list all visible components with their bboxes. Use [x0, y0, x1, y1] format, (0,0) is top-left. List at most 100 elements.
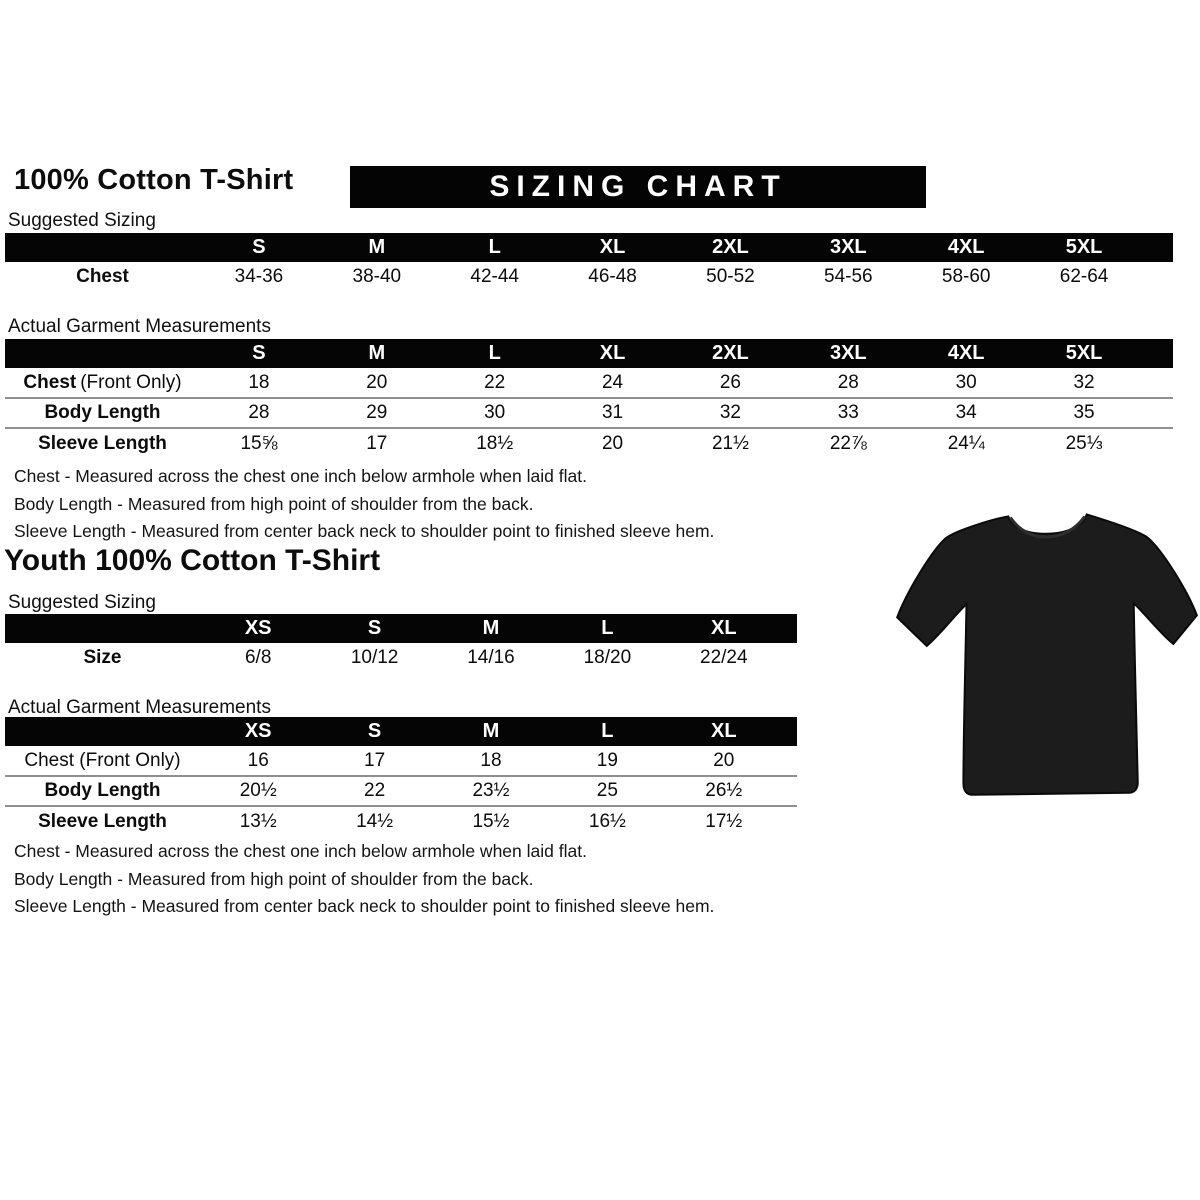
- cell: 20: [553, 427, 672, 458]
- cell: 42-44: [470, 266, 519, 287]
- row-label: Chest (Front Only): [23, 371, 182, 393]
- cell: 26½: [665, 775, 782, 806]
- col-header: 2XL: [712, 342, 749, 364]
- adult-measurement-notes: Chest - Measured across the chest one in…: [14, 466, 714, 549]
- col-header: M: [482, 617, 500, 639]
- adult-actual-measurements-table: S M L XL 2XL 3XL 4XL 5XL Chest (Front Onl…: [5, 339, 1173, 458]
- cell: 23½: [432, 775, 550, 806]
- tshirt-image: [896, 513, 1199, 796]
- cell: 6/8: [244, 647, 272, 668]
- youth-actual-measurements-table: XS S M L XL Chest (Front Only) 16 17 18 …: [5, 717, 797, 836]
- cell: 50-52: [706, 266, 755, 287]
- cell: 34: [907, 397, 1026, 428]
- cell: 20: [366, 371, 388, 393]
- cell: 31: [553, 397, 672, 428]
- cell: 19: [596, 749, 618, 771]
- table-row: Chest 34-36 38-40 42-44 46-48 50-52 54-5…: [5, 262, 1173, 292]
- row-label: Body Length: [5, 397, 200, 428]
- cell: 20½: [200, 775, 317, 806]
- col-header: M: [368, 342, 386, 364]
- note-body-length: Body Length - Measured from high point o…: [14, 493, 534, 514]
- col-header: 2XL: [712, 236, 749, 258]
- cell: 30: [435, 397, 554, 428]
- col-header: L: [601, 720, 614, 742]
- cell: 22: [316, 775, 433, 806]
- note-sleeve-length: Sleeve Length - Measured from center bac…: [14, 896, 715, 916]
- youth-actual-measurements-label: Actual Garment Measurements: [8, 697, 271, 718]
- cell: 28: [837, 371, 859, 393]
- row-label: Sleeve Length: [5, 427, 200, 458]
- table-header-row: XS S M L XL: [5, 614, 797, 643]
- row-label: Body Length: [5, 775, 200, 806]
- cell: 32: [1073, 371, 1095, 393]
- col-header: 5XL: [1065, 236, 1103, 258]
- table-row-sleeve-length: Sleeve Length 13½ 14½ 15½ 16½ 17½: [5, 805, 797, 836]
- table-row-body-length: Body Length 28 29 30 31 32 33 34 35: [5, 397, 1173, 428]
- col-header: XS: [244, 720, 272, 742]
- col-header: S: [252, 236, 266, 258]
- table-row-size: Size 6/8 10/12 14/16 18/20 22/24: [5, 643, 797, 673]
- cell: 25⅓: [1025, 427, 1143, 458]
- col-header: 3XL: [829, 236, 867, 258]
- col-header: M: [482, 720, 500, 742]
- cell: 21½: [671, 427, 790, 458]
- youth-suggested-sizing-table: XS S M L XL Size 6/8 10/12 14/16 18/20 2…: [5, 614, 797, 673]
- cell: 58-60: [941, 266, 991, 287]
- cell: 17½: [665, 805, 782, 836]
- cell: 38-40: [352, 266, 402, 287]
- note-chest: Chest - Measured across the chest one in…: [14, 841, 587, 861]
- youth-section-title: Youth 100% Cotton T-Shirt: [4, 544, 381, 577]
- cell: 18: [248, 371, 270, 393]
- col-header: L: [488, 342, 501, 364]
- cell: 28: [200, 397, 318, 428]
- row-label: Sleeve Length: [5, 805, 200, 836]
- cell: 22: [484, 371, 506, 393]
- cell: 62-64: [1059, 266, 1109, 287]
- cell: 20: [713, 749, 735, 771]
- col-header: XL: [599, 342, 626, 364]
- row-label: Chest (Front Only): [24, 749, 181, 771]
- adult-suggested-sizing-label: Suggested Sizing: [8, 210, 156, 231]
- table-header-row: XS S M L XL: [5, 717, 797, 746]
- col-header: XL: [711, 720, 737, 742]
- cell: 35: [1025, 397, 1143, 428]
- col-header: 5XL: [1065, 342, 1103, 364]
- youth-suggested-sizing-label: Suggested Sizing: [8, 592, 156, 613]
- cell: 18/20: [583, 647, 632, 668]
- cell: 24¼: [907, 427, 1026, 458]
- cell: 16: [247, 749, 269, 771]
- header-spacer: [5, 233, 200, 262]
- table-header-row: S M L XL 2XL 3XL 4XL 5XL: [5, 233, 1173, 262]
- cell: 14½: [316, 805, 433, 836]
- cell: 24: [601, 371, 624, 393]
- row-label: Size: [83, 647, 122, 668]
- table-row-chest: Chest (Front Only) 16 17 18 19 20: [5, 746, 797, 776]
- cell: 22⅞: [789, 427, 908, 458]
- adult-suggested-sizing-table: S M L XL 2XL 3XL 4XL 5XL Chest 34-36 38-…: [5, 233, 1173, 292]
- col-header: 3XL: [829, 342, 867, 364]
- col-header: 4XL: [947, 342, 985, 364]
- adult-actual-measurements-label: Actual Garment Measurements: [8, 316, 271, 337]
- col-header: L: [601, 617, 614, 639]
- cell: 18: [480, 749, 502, 771]
- note-sleeve-length: Sleeve Length - Measured from center bac…: [14, 521, 715, 541]
- col-header: M: [368, 236, 386, 258]
- table-row-chest: Chest (Front Only) 18 20 22 24 26 28 30 3…: [5, 368, 1173, 398]
- cell: 34-36: [234, 266, 284, 287]
- col-header: L: [488, 236, 501, 258]
- cell: 46-48: [588, 266, 637, 287]
- cell: 18½: [435, 427, 554, 458]
- cell: 15½: [432, 805, 550, 836]
- note-chest: Chest - Measured across the chest one in…: [14, 466, 587, 486]
- note-body-length: Body Length - Measured from high point o…: [14, 868, 534, 889]
- col-header: XS: [244, 617, 272, 639]
- table-header-row: S M L XL 2XL 3XL 4XL 5XL: [5, 339, 1173, 368]
- cell: 26: [719, 371, 741, 393]
- col-header: S: [367, 720, 382, 742]
- cell: 29: [317, 397, 436, 428]
- cell: 22/24: [700, 647, 748, 668]
- cell: 15⅝: [200, 427, 318, 458]
- cell: 33: [789, 397, 908, 428]
- row-label: Chest: [76, 266, 129, 287]
- col-header: S: [367, 617, 382, 639]
